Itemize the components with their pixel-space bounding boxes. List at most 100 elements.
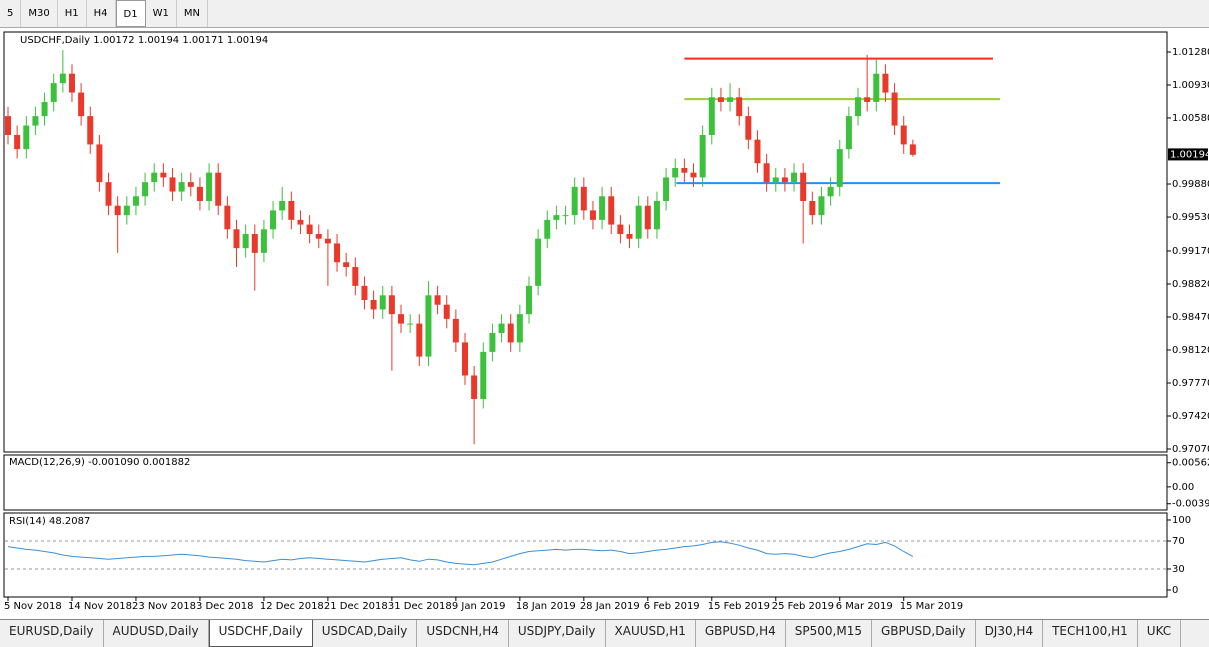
rsi-line xyxy=(7,541,914,566)
x-tick-label: 15 Feb 2019 xyxy=(708,601,770,612)
candle-body xyxy=(745,116,752,140)
candle-body xyxy=(251,233,258,253)
symbol-tab[interactable]: USDCNH,H4 xyxy=(417,620,509,647)
y-tick-label: 0.00 xyxy=(1172,482,1194,493)
candle-body xyxy=(544,219,551,239)
x-tick-label: 6 Mar 2019 xyxy=(836,601,893,612)
symbol-tab[interactable]: XAUUSD,H1 xyxy=(606,620,696,647)
y-tick-label: 0.97070 xyxy=(1172,444,1209,455)
candle-body xyxy=(471,375,478,400)
candle-body xyxy=(900,125,907,145)
candle-body xyxy=(809,200,816,216)
candle-body xyxy=(416,323,423,357)
x-tick-label: 23 Nov 2018 xyxy=(132,601,196,612)
candle-body xyxy=(553,215,560,220)
candle-body xyxy=(142,182,149,197)
candle-body xyxy=(407,323,414,325)
y-tick-label: -0.003937 xyxy=(1172,499,1209,510)
candle-body xyxy=(59,73,66,84)
candle-body xyxy=(370,300,377,310)
y-tick-label: 0 xyxy=(1172,585,1178,596)
candle-body xyxy=(891,92,898,126)
candle-body xyxy=(855,97,862,117)
candle-body xyxy=(617,224,624,234)
candle-body xyxy=(398,314,405,324)
candle-body xyxy=(452,318,459,343)
timeframe-button[interactable]: W1 xyxy=(146,0,177,27)
candle-body xyxy=(681,167,688,173)
candle-body xyxy=(571,186,578,216)
candle-body xyxy=(32,116,39,126)
main-panel xyxy=(3,31,1168,453)
symbol-tab[interactable]: USDCHF,Daily xyxy=(208,620,313,647)
symbol-tab[interactable]: GBPUSD,Daily xyxy=(872,620,976,647)
candle-body xyxy=(791,172,798,183)
y-tick-label: 0.005629 xyxy=(1172,458,1209,469)
y-tick-label: 100 xyxy=(1172,515,1191,526)
candle-body xyxy=(864,97,871,102)
candle-body xyxy=(845,116,852,150)
x-tick-label: 6 Feb 2019 xyxy=(644,601,700,612)
candle-body xyxy=(151,172,158,183)
candle-body xyxy=(187,182,194,187)
symbol-tab[interactable]: SP500,M15 xyxy=(786,620,872,647)
symbol-tab[interactable]: UKC xyxy=(1138,620,1182,647)
candle-body xyxy=(772,177,779,183)
timeframe-button[interactable]: H4 xyxy=(87,0,116,27)
symbol-tab[interactable]: DJ30,H4 xyxy=(976,620,1044,647)
symbol-tab[interactable]: USDJPY,Daily xyxy=(509,620,606,647)
candle-body xyxy=(96,144,103,183)
symbol-tab[interactable]: AUDUSD,Daily xyxy=(104,620,209,647)
candle-body xyxy=(41,101,48,117)
symbol-tab[interactable]: GBPUSD,H4 xyxy=(696,620,786,647)
candle-body xyxy=(599,196,606,220)
candle-body xyxy=(233,229,240,249)
y-tick-label: 30 xyxy=(1172,564,1185,575)
candle-body xyxy=(672,167,679,178)
candle-body xyxy=(324,238,331,244)
candle-body xyxy=(215,172,222,206)
timeframe-button[interactable]: MN xyxy=(177,0,208,27)
candle-body xyxy=(909,144,916,155)
candle-body xyxy=(50,83,57,102)
macd-panel xyxy=(3,454,1168,511)
candle-body xyxy=(690,172,697,178)
candle-body xyxy=(14,134,21,150)
symbol-tab[interactable]: USDCAD,Daily xyxy=(313,620,418,647)
candle-body xyxy=(736,97,743,117)
candle-body xyxy=(306,224,313,234)
candle-body xyxy=(343,262,350,268)
candle-body xyxy=(388,295,395,315)
candle-body xyxy=(608,196,615,225)
candle-body xyxy=(105,182,112,206)
candle-body xyxy=(882,73,889,93)
timeframe-button[interactable]: H1 xyxy=(58,0,87,27)
candle-body xyxy=(699,134,706,178)
x-tick-label: 3 Dec 2018 xyxy=(196,601,254,612)
candle-body xyxy=(589,210,596,220)
chart: USDCHF,Daily 1.00172 1.00194 1.00171 1.0… xyxy=(3,31,1209,612)
candle-body xyxy=(827,186,834,197)
x-tick-label: 9 Jan 2019 xyxy=(452,601,506,612)
symbol-tab[interactable]: TECH100,H1 xyxy=(1043,620,1138,647)
candle-body xyxy=(379,295,386,310)
timeframe-button[interactable]: M30 xyxy=(21,0,58,27)
candle-body xyxy=(781,177,788,183)
candle-body xyxy=(489,333,496,352)
candle-body xyxy=(635,205,642,239)
candle-body xyxy=(462,342,468,376)
candle-body xyxy=(562,215,569,217)
candle-body xyxy=(352,267,359,286)
timeframe-button[interactable]: 5 xyxy=(0,0,22,27)
timeframe-button[interactable]: D1 xyxy=(115,0,146,27)
candle-body xyxy=(535,238,542,286)
candle-body xyxy=(434,295,441,305)
candle-body xyxy=(480,351,487,400)
symbol-tab[interactable]: EURUSD,Daily xyxy=(0,620,104,647)
symbol-tabs: EURUSD,Daily AUDUSD,Daily USDCHF,Daily USDC… xyxy=(0,619,1209,647)
